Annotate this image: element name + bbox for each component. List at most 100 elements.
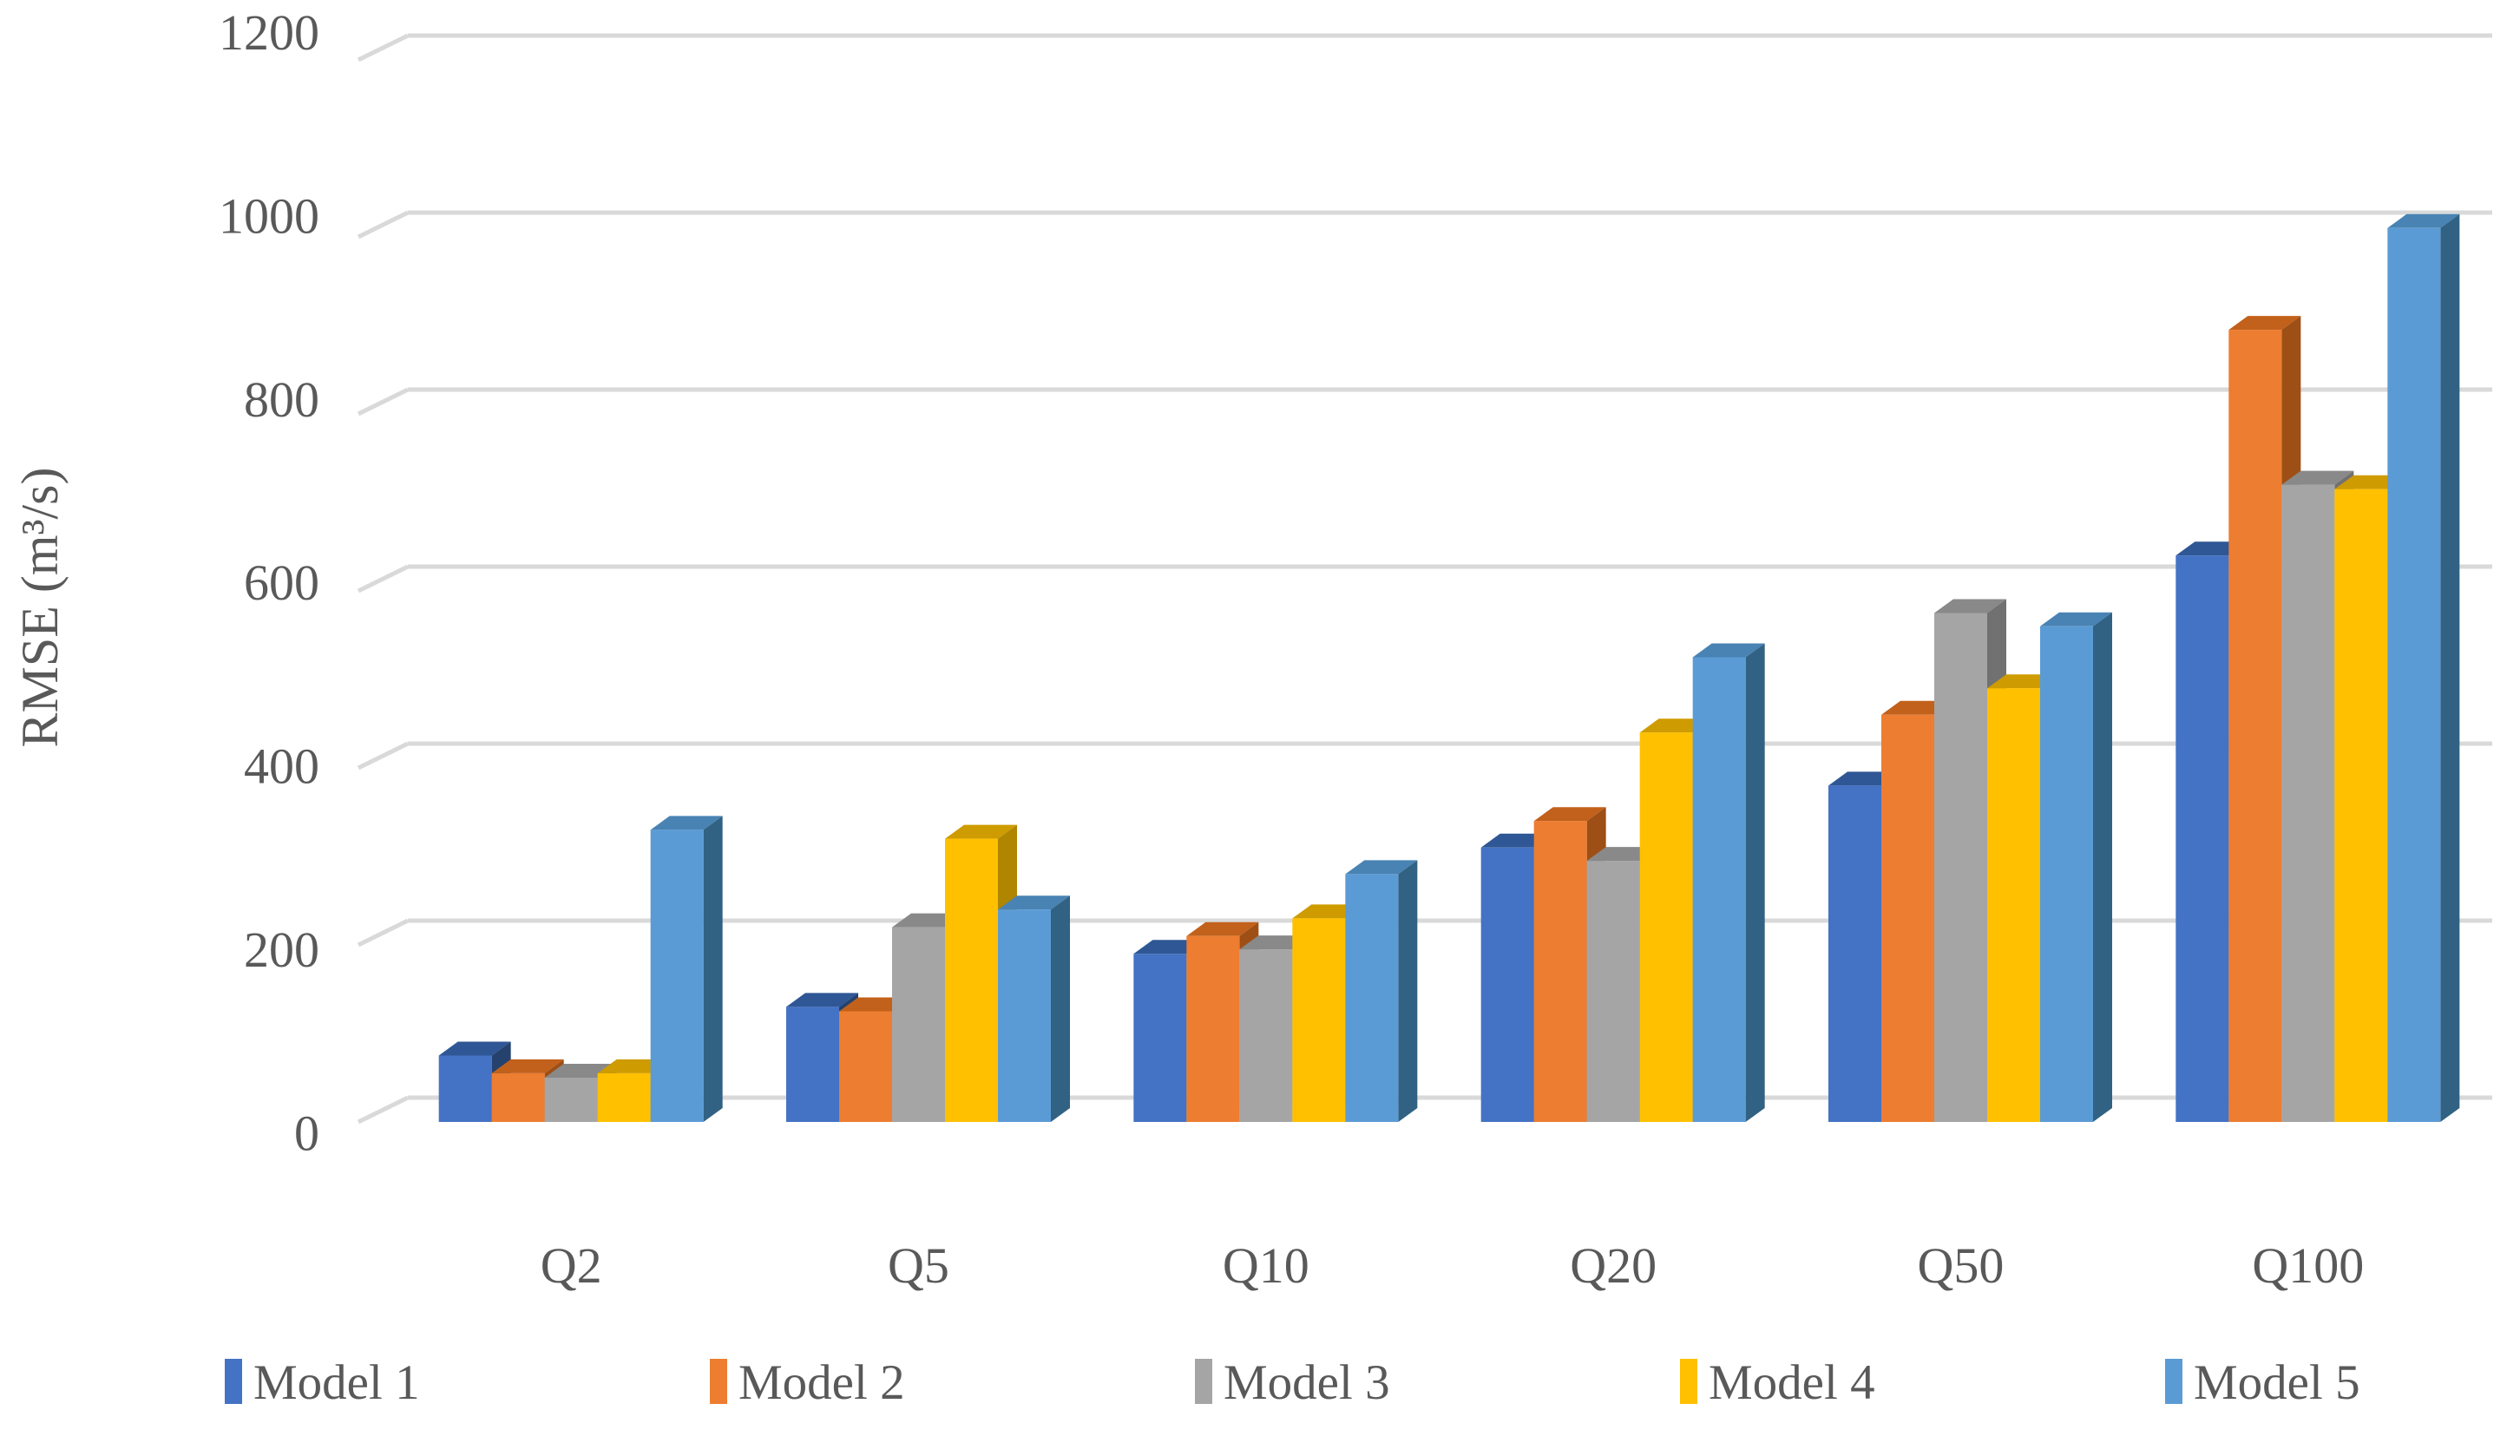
bar-front-face bbox=[2040, 626, 2093, 1122]
legend-item-model3: Model 3 bbox=[1195, 1355, 1390, 1410]
bar-front-face bbox=[2334, 489, 2388, 1122]
bar-front-face bbox=[491, 1072, 545, 1122]
bar-model5-q50 bbox=[2040, 612, 2112, 1122]
bar-front-face bbox=[650, 830, 704, 1122]
legend-label: Model 5 bbox=[2194, 1355, 2360, 1410]
gridline-bevel-y-600 bbox=[357, 564, 410, 594]
bar-model5-q20 bbox=[1692, 643, 1765, 1122]
bar-front-face bbox=[597, 1072, 651, 1122]
bar-top-face bbox=[2228, 316, 2301, 331]
bar-front-face bbox=[1186, 935, 1240, 1122]
bar-top-face bbox=[1692, 643, 1765, 658]
legend-item-model4: Model 4 bbox=[1680, 1355, 1875, 1410]
legend-item-model2: Model 2 bbox=[710, 1355, 905, 1410]
bar-group-Q100 bbox=[2175, 213, 2460, 1123]
legend-swatch bbox=[1195, 1359, 1212, 1404]
bar-front-face bbox=[2281, 484, 2335, 1122]
y-tick-label: 800 bbox=[244, 371, 319, 428]
x-category-label: Q2 bbox=[541, 1237, 602, 1294]
y-tick-label: 1000 bbox=[219, 187, 319, 244]
legend-swatch bbox=[225, 1359, 242, 1404]
bar-front-face bbox=[1533, 821, 1587, 1122]
bar-model5-q5 bbox=[998, 895, 1070, 1122]
legend: Model 1 Model 2 Model 3 Model 4 Model 5 bbox=[225, 1355, 2360, 1410]
gridline-bevel-y-200 bbox=[357, 918, 410, 948]
bar-side-face bbox=[2440, 213, 2460, 1122]
bar-front-face bbox=[839, 1011, 892, 1122]
legend-label: Model 3 bbox=[1224, 1355, 1390, 1410]
bar-group-Q20 bbox=[1480, 643, 1765, 1122]
bar-top-face bbox=[650, 816, 723, 830]
bar-front-face bbox=[1987, 688, 2040, 1122]
bar-front-face bbox=[892, 927, 945, 1122]
x-category-label: Q100 bbox=[2252, 1237, 2364, 1294]
x-category-label: Q10 bbox=[1223, 1237, 1309, 1294]
gridline-bevel-y-800 bbox=[357, 387, 410, 416]
bar-front-face bbox=[1292, 918, 1346, 1122]
bar-top-face bbox=[1934, 599, 2006, 613]
bar-front-face bbox=[1828, 785, 1881, 1122]
bar-front-face bbox=[998, 909, 1051, 1122]
bar-group-Q50 bbox=[1828, 599, 2112, 1122]
bar-front-face bbox=[1934, 613, 1987, 1122]
bar-front-face bbox=[2387, 227, 2441, 1122]
legend-item-model5: Model 5 bbox=[2165, 1355, 2360, 1410]
bar-top-face bbox=[786, 993, 858, 1007]
gridline-bevel-y-0 bbox=[357, 1095, 410, 1125]
bar-group-Q5 bbox=[786, 824, 1070, 1122]
bar-top-face bbox=[945, 824, 1017, 839]
bar-top-face bbox=[1533, 807, 1606, 822]
gridline-bevel-y-1000 bbox=[357, 210, 410, 239]
bar-front-face bbox=[544, 1078, 598, 1122]
legend-label: Model 1 bbox=[253, 1355, 420, 1410]
bar-front-face bbox=[1239, 949, 1293, 1122]
bar-top-face bbox=[2387, 213, 2460, 228]
y-tick-label: 1200 bbox=[219, 4, 319, 61]
bar-front-face bbox=[1586, 861, 1640, 1122]
bar-model5-q100 bbox=[2387, 213, 2460, 1122]
y-tick-label: 200 bbox=[244, 921, 319, 978]
legend-swatch bbox=[2165, 1359, 2182, 1404]
bar-group-Q10 bbox=[1133, 860, 1418, 1122]
bar-model5-q10 bbox=[1345, 860, 1418, 1122]
bar-front-face bbox=[1480, 847, 1534, 1122]
x-category-label: Q20 bbox=[1570, 1237, 1657, 1294]
legend-label: Model 4 bbox=[1709, 1355, 1875, 1410]
bar-front-face bbox=[438, 1055, 492, 1122]
gridline-bevel-y-400 bbox=[357, 741, 410, 771]
y-tick-label: 0 bbox=[294, 1105, 319, 1161]
bar-top-face bbox=[1345, 860, 1418, 875]
bar-group-Q2 bbox=[438, 816, 723, 1122]
legend-swatch bbox=[1680, 1359, 1697, 1404]
y-axis-title: RMSE (m³/s) bbox=[11, 467, 69, 747]
bar-top-face bbox=[998, 895, 1070, 910]
bar-front-face bbox=[2175, 555, 2229, 1122]
bar-front-face bbox=[1639, 732, 1693, 1122]
bar-side-face bbox=[1745, 643, 1765, 1122]
legend-swatch bbox=[710, 1359, 727, 1404]
bar-top-face bbox=[2040, 612, 2112, 626]
bar-front-face bbox=[1345, 874, 1399, 1122]
legend-label: Model 2 bbox=[738, 1355, 905, 1410]
bar-top-face bbox=[1186, 921, 1259, 936]
bar-front-face bbox=[945, 838, 998, 1122]
bar-model5-q2 bbox=[650, 816, 723, 1122]
bar-side-face bbox=[1398, 860, 1418, 1122]
bar-front-face bbox=[2228, 330, 2282, 1123]
y-tick-label: 400 bbox=[244, 738, 319, 795]
bar-side-face bbox=[1051, 895, 1070, 1122]
bar-top-face bbox=[2281, 470, 2354, 485]
bar-front-face bbox=[1133, 954, 1187, 1122]
bar-side-face bbox=[703, 816, 723, 1122]
y-tick-label: 600 bbox=[244, 554, 319, 611]
x-category-label: Q5 bbox=[888, 1237, 949, 1294]
gridline-bevel-y-1200 bbox=[357, 33, 410, 62]
bar-top-face bbox=[491, 1059, 564, 1073]
legend-item-model1: Model 1 bbox=[225, 1355, 420, 1410]
x-category-label: Q50 bbox=[1918, 1237, 2005, 1294]
bar-front-face bbox=[1692, 657, 1746, 1122]
bar-top-face bbox=[438, 1041, 511, 1056]
bar-front-face bbox=[1881, 714, 1934, 1122]
